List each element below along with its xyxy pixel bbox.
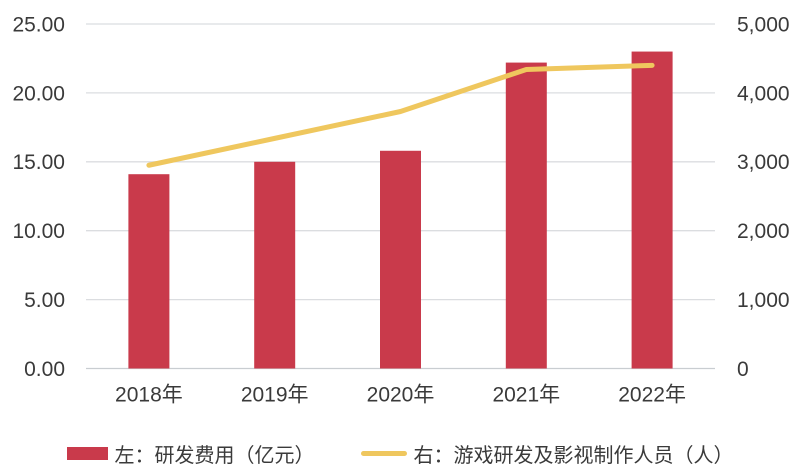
right-axis-tick-label: 2,000 [737, 220, 790, 243]
x-axis-label-2020年: 2020年 [367, 384, 435, 407]
bar-2020年 [380, 150, 421, 369]
right-axis-tick-label: 0 [737, 358, 749, 381]
left-axis-tick-label: 20.00 [12, 82, 65, 105]
legend-bar-label: 左：研发费用（亿元） [114, 444, 315, 467]
right-axis-tick-label: 5,000 [737, 13, 790, 36]
plot-area: 0.00 0 5.00 1,000 10.00 2,000 15.00 3,000 20.00 4… [12, 13, 790, 407]
right-axis-tick-label: 1,000 [737, 289, 790, 312]
x-axis-label-2019年: 2019年 [241, 384, 309, 407]
legend-line-label: 右：游戏研发及影视制作人员（人） [413, 444, 734, 467]
left-axis-tick-label: 0.00 [24, 358, 65, 381]
left-axis-tick-label: 15.00 [12, 151, 65, 174]
left-axis-tick-label: 5.00 [24, 289, 65, 312]
legend-line-swatch [360, 450, 407, 456]
bar-2021年 [505, 62, 547, 369]
bar-2022年 [631, 51, 673, 369]
x-axis-label-2018年: 2018年 [115, 384, 183, 407]
left-axis-tick-label: 10.00 [12, 220, 65, 243]
legend-bar-swatch [66, 446, 108, 460]
bar-2019年 [254, 161, 296, 369]
legend: 左：研发费用（亿元） 右：游戏研发及影视制作人员（人） [0, 439, 800, 468]
x-axis-label-2022年: 2022年 [618, 384, 686, 407]
right-axis-tick-label: 3,000 [737, 151, 790, 174]
bar-2018年 [128, 174, 170, 369]
legend-item-bar: 左：研发费用（亿元） [66, 439, 315, 468]
legend-item-line: 右：游戏研发及影视制作人员（人） [360, 439, 734, 468]
right-axis-tick-label: 4,000 [737, 82, 790, 105]
x-axis-label-2021年: 2021年 [492, 384, 560, 407]
personnel-line [146, 62, 655, 168]
left-axis-tick-label: 25.00 [12, 13, 65, 36]
